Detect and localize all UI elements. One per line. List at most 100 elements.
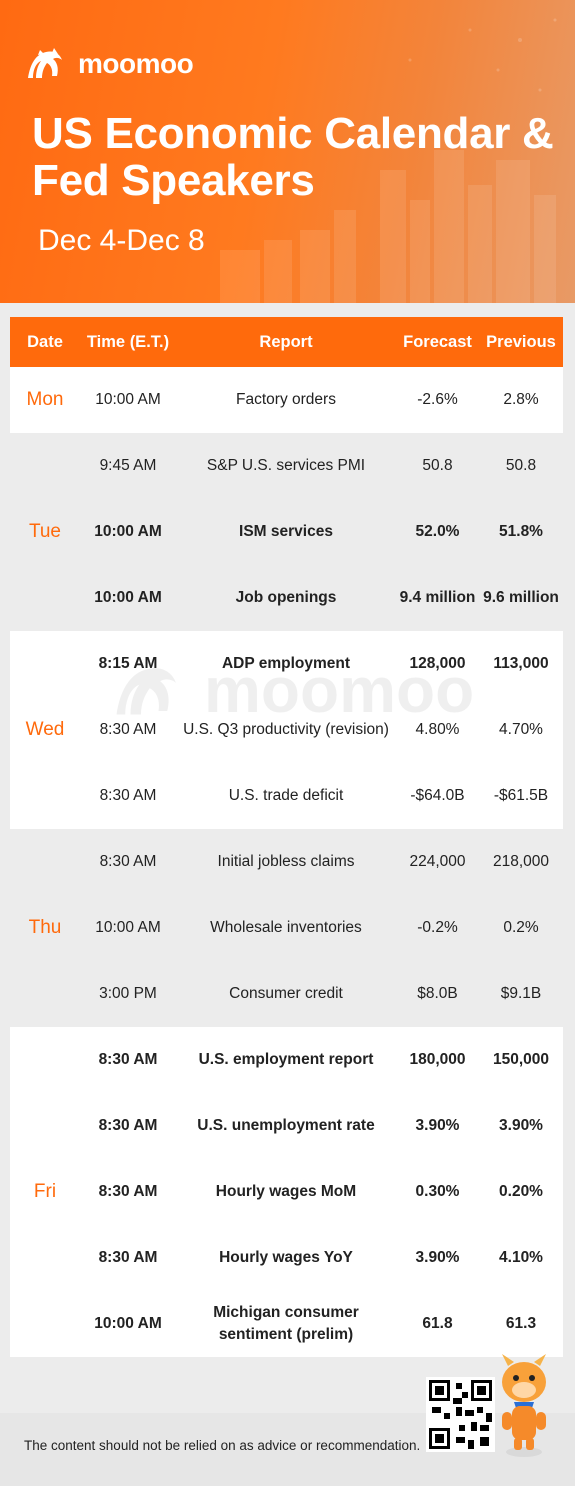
table-row: 8:30 AM Initial jobless claims 224,000 218,…	[80, 829, 563, 895]
forecast-cell: -2.6%	[417, 391, 458, 408]
previous-cell: -$61.5B	[493, 787, 549, 804]
time-cell: 10:00 AM	[95, 919, 161, 936]
table-row: 3:00 PM Consumer credit $8.0B $9.1B	[80, 961, 563, 1027]
table-row: 8:15 AM ADP employment 128,000 113,000	[80, 631, 563, 697]
report-cell: ISM services	[239, 523, 333, 540]
time-cell: 3:00 PM	[99, 985, 157, 1002]
day-label: Fri	[33, 1181, 57, 1202]
report-cell: Factory orders	[236, 391, 336, 408]
forecast-cell: 9.4 million	[399, 589, 476, 606]
forecast-cell: $8.0B	[417, 985, 458, 1002]
previous-cell: 0.20%	[499, 1183, 543, 1200]
report-cell: ADP employment	[221, 655, 351, 672]
table-row: 10:00 AM Wholesale inventories -0.2% 0.2%	[80, 895, 563, 961]
time-cell: 10:00 AM	[94, 523, 162, 540]
day-label: Wed	[25, 719, 65, 740]
moomoo-bull-logo-icon	[28, 48, 62, 78]
day-group-wed: Wed 8:15 AM ADP employment 128,000 113,000 8:…	[10, 631, 563, 829]
day-rows: 8:30 AM U.S. employment report 180,000 150,…	[80, 1027, 563, 1357]
bull-mascot-icon	[502, 1354, 546, 1457]
report-cell: S&P U.S. services PMI	[206, 457, 366, 474]
report-cell: Initial jobless claims	[217, 853, 355, 870]
moomoo-logo: moomoo	[24, 44, 194, 84]
forecast-cell: 3.90%	[415, 1249, 460, 1266]
forecast-cell: 128,000	[409, 655, 466, 672]
previous-cell: 218,000	[492, 853, 550, 870]
table-row: 10:00 AM ISM services 52.0% 51.8%	[80, 499, 563, 565]
table-body: Mon 10:00 AM Factory orders -2.6% 2.8% Tue 9:4…	[10, 367, 563, 1357]
city-skyline-background	[220, 18, 557, 303]
forecast-cell: -$64.0B	[410, 787, 465, 804]
report-cell: U.S. employment report	[198, 1051, 374, 1068]
previous-cell: 50.8	[505, 457, 537, 474]
day-rows: 10:00 AM Factory orders -2.6% 2.8%	[80, 367, 563, 433]
disclaimer-text: The content should not be relied on as a…	[24, 1438, 421, 1453]
table-header: Date Time (E.T.) Report Forecast Previou…	[10, 317, 563, 367]
day-label: Mon	[26, 389, 64, 410]
table-row: 10:00 AM Job openings 9.4 million 9.6 milli…	[80, 565, 563, 631]
forecast-cell: 4.80%	[415, 721, 460, 738]
previous-cell: $9.1B	[500, 985, 542, 1002]
report-cell: Michigan consumer sentiment (prelim)	[213, 1304, 359, 1343]
forecast-cell: 50.8	[422, 457, 453, 474]
time-cell: 9:45 AM	[99, 457, 157, 474]
title-line-2: Fed Speakers	[32, 156, 315, 205]
day-label: Tue	[28, 521, 62, 542]
forecast-cell: 224,000	[409, 853, 466, 870]
forecast-cell: 0.30%	[415, 1183, 460, 1200]
report-cell: U.S. trade deficit	[228, 787, 344, 804]
time-cell: 8:30 AM	[99, 787, 157, 804]
previous-cell: 0.2%	[503, 919, 539, 936]
forecast-cell: 61.8	[422, 1315, 453, 1332]
forecast-cell: 52.0%	[415, 523, 460, 540]
table-row: 10:00 AM Michigan consumer sentiment (pre…	[80, 1291, 563, 1357]
report-cell: Hourly wages YoY	[219, 1249, 353, 1266]
forecast-cell: 180,000	[409, 1051, 466, 1068]
header-time: Time (E.T.)	[86, 332, 170, 351]
day-group-tue: Tue 9:45 AM S&P U.S. services PMI 50.8 50.8 1…	[10, 433, 563, 631]
day-group-fri: Fri 8:30 AM U.S. employment report 180,000 1…	[10, 1027, 563, 1357]
previous-cell: 4.70%	[499, 721, 543, 738]
brand-name: moomoo	[78, 48, 194, 79]
time-cell: 10:00 AM	[94, 589, 162, 606]
forecast-cell: -0.2%	[417, 919, 458, 936]
header-date: Date	[27, 332, 63, 351]
table-row: 8:30 AM U.S. Q3 productivity (revision) 4.…	[80, 697, 563, 763]
table-row: 8:30 AM Hourly wages MoM 0.30% 0.20%	[80, 1159, 563, 1225]
time-cell: 8:30 AM	[99, 853, 157, 870]
table-row: 10:00 AM Factory orders -2.6% 2.8%	[80, 367, 563, 433]
previous-cell: 4.10%	[499, 1249, 543, 1266]
previous-cell: 113,000	[493, 655, 549, 672]
forecast-cell: 3.90%	[415, 1117, 460, 1134]
report-cell: Wholesale inventories	[210, 919, 362, 936]
table-row: 8:30 AM U.S. trade deficit -$64.0B -$61.5B	[80, 763, 563, 829]
day-rows: 9:45 AM S&P U.S. services PMI 50.8 50.8 10:0…	[80, 433, 563, 631]
report-cell: Job openings	[235, 589, 337, 606]
day-group-thu: Thu 8:30 AM Initial jobless claims 224,000 2…	[10, 829, 563, 1027]
day-rows: 8:30 AM Initial jobless claims 224,000 218,…	[80, 829, 563, 1027]
table-row: 8:30 AM U.S. employment report 180,000 150,…	[80, 1027, 563, 1093]
time-cell: 8:30 AM	[98, 1051, 158, 1068]
day-label: Thu	[28, 917, 62, 938]
table-row: 8:30 AM U.S. unemployment rate 3.90% 3.90%	[80, 1093, 563, 1159]
report-cell: U.S. unemployment rate	[197, 1117, 375, 1134]
previous-cell: 51.8%	[499, 523, 543, 540]
page-title: US Economic Calendar & Fed Speakers	[32, 110, 554, 204]
day-rows: 8:15 AM ADP employment 128,000 113,000 8:30 …	[80, 631, 563, 829]
previous-cell: 3.90%	[499, 1117, 543, 1134]
previous-cell: 61.3	[505, 1315, 537, 1332]
header-report: Report	[259, 332, 313, 351]
table-row: 9:45 AM S&P U.S. services PMI 50.8 50.8	[80, 433, 563, 499]
date-range: Dec 4-Dec 8	[38, 224, 205, 257]
header-banner: moomoo US Economic Calendar & Fed Speake…	[0, 0, 575, 303]
qr-code-icon[interactable]	[426, 1376, 495, 1453]
report-cell: Consumer credit	[229, 985, 343, 1002]
title-line-1: US Economic Calendar &	[32, 109, 554, 158]
time-cell: 8:30 AM	[98, 1249, 158, 1266]
header-previous: Previous	[486, 332, 556, 351]
time-cell: 10:00 AM	[95, 391, 161, 408]
previous-cell: 150,000	[492, 1051, 550, 1068]
report-cell: U.S. Q3 productivity (revision)	[183, 721, 389, 738]
header-forecast: Forecast	[403, 332, 472, 351]
day-group-mon: Mon 10:00 AM Factory orders -2.6% 2.8%	[10, 367, 563, 433]
